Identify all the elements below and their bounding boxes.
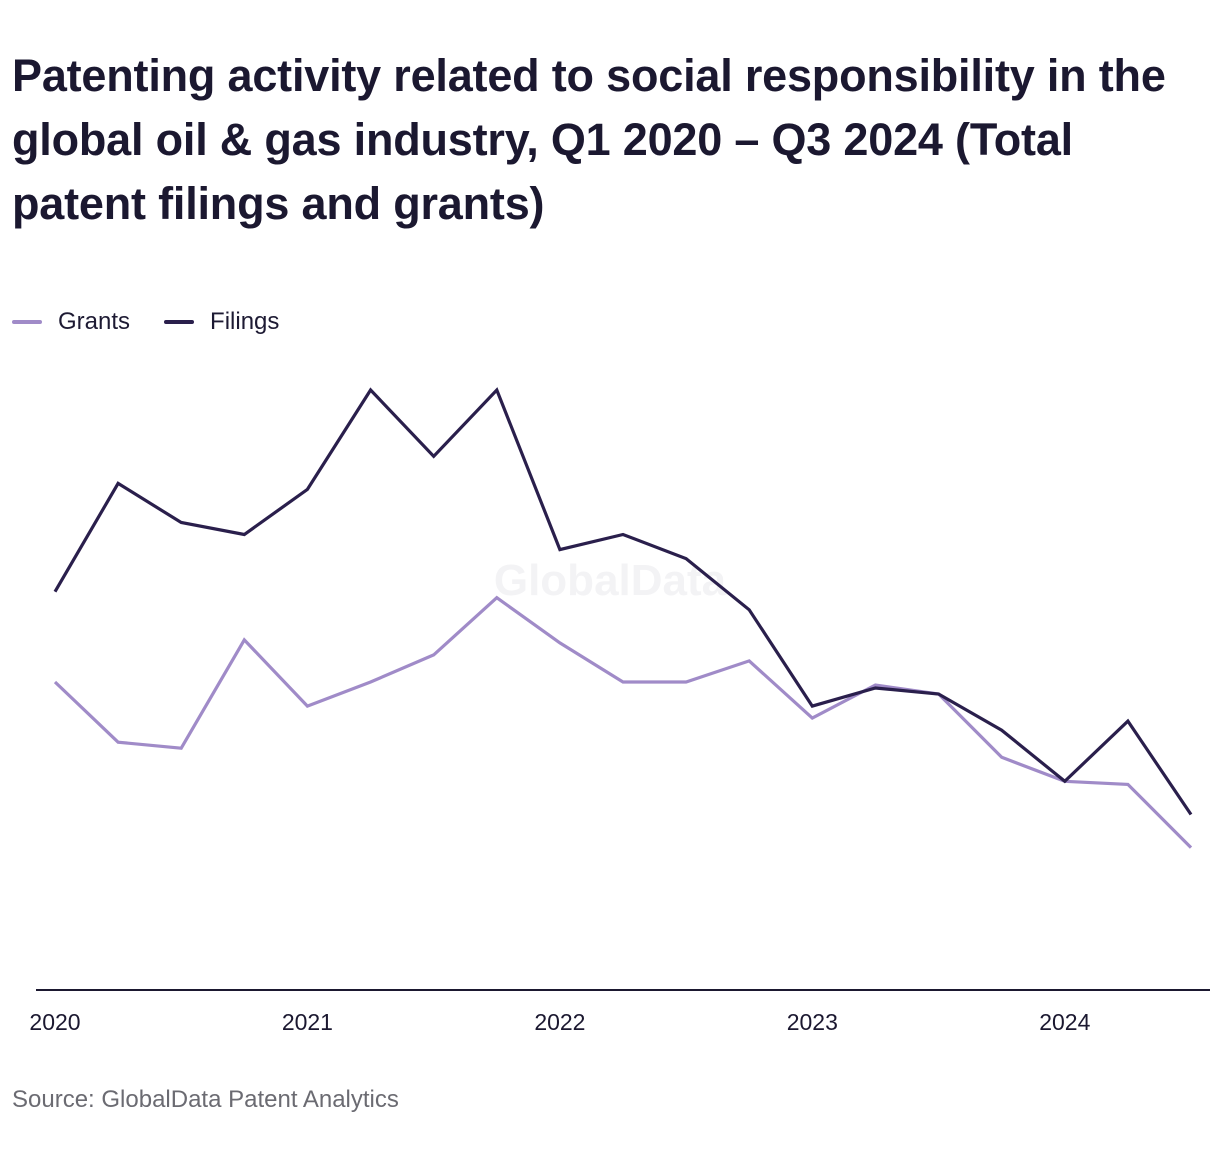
legend-swatch-filings <box>164 320 195 324</box>
legend-item-grants: Grants <box>12 308 130 336</box>
chart-legend: Grants Filings <box>12 306 313 338</box>
x-tick-label: 2023 <box>787 1009 838 1035</box>
x-axis-ticks: 2020 2021 2022 2023 2024 <box>29 1009 1090 1035</box>
legend-label-grants: Grants <box>58 308 131 335</box>
series-layer <box>53 387 1193 849</box>
legend-swatch-grants <box>12 320 42 324</box>
x-tick-label: 2024 <box>1039 1009 1090 1035</box>
source-note: Source: GlobalData Patent Analytics <box>12 1086 399 1113</box>
chart-title: Patenting activity related to social res… <box>12 50 1166 229</box>
legend-item-filings: Filings <box>164 308 279 336</box>
series-line-grants <box>53 595 1193 849</box>
x-tick-label: 2020 <box>29 1009 80 1035</box>
x-tick-label: 2022 <box>534 1009 585 1035</box>
legend-label-filings: Filings <box>210 308 280 335</box>
x-tick-label: 2021 <box>282 1009 333 1035</box>
watermark: GlobalData <box>494 556 727 605</box>
